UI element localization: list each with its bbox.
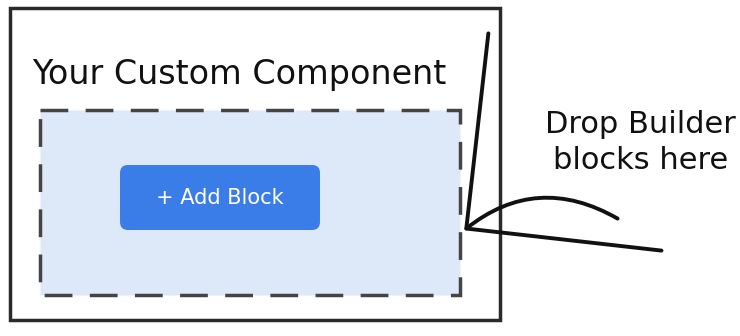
- FancyBboxPatch shape: [120, 165, 320, 230]
- Text: + Add Block: + Add Block: [156, 187, 284, 208]
- Text: Your Custom Component: Your Custom Component: [32, 58, 446, 91]
- Text: Drop Builder
blocks here: Drop Builder blocks here: [545, 110, 736, 175]
- Bar: [10, 8, 500, 320]
- Bar: [40, 110, 460, 295]
